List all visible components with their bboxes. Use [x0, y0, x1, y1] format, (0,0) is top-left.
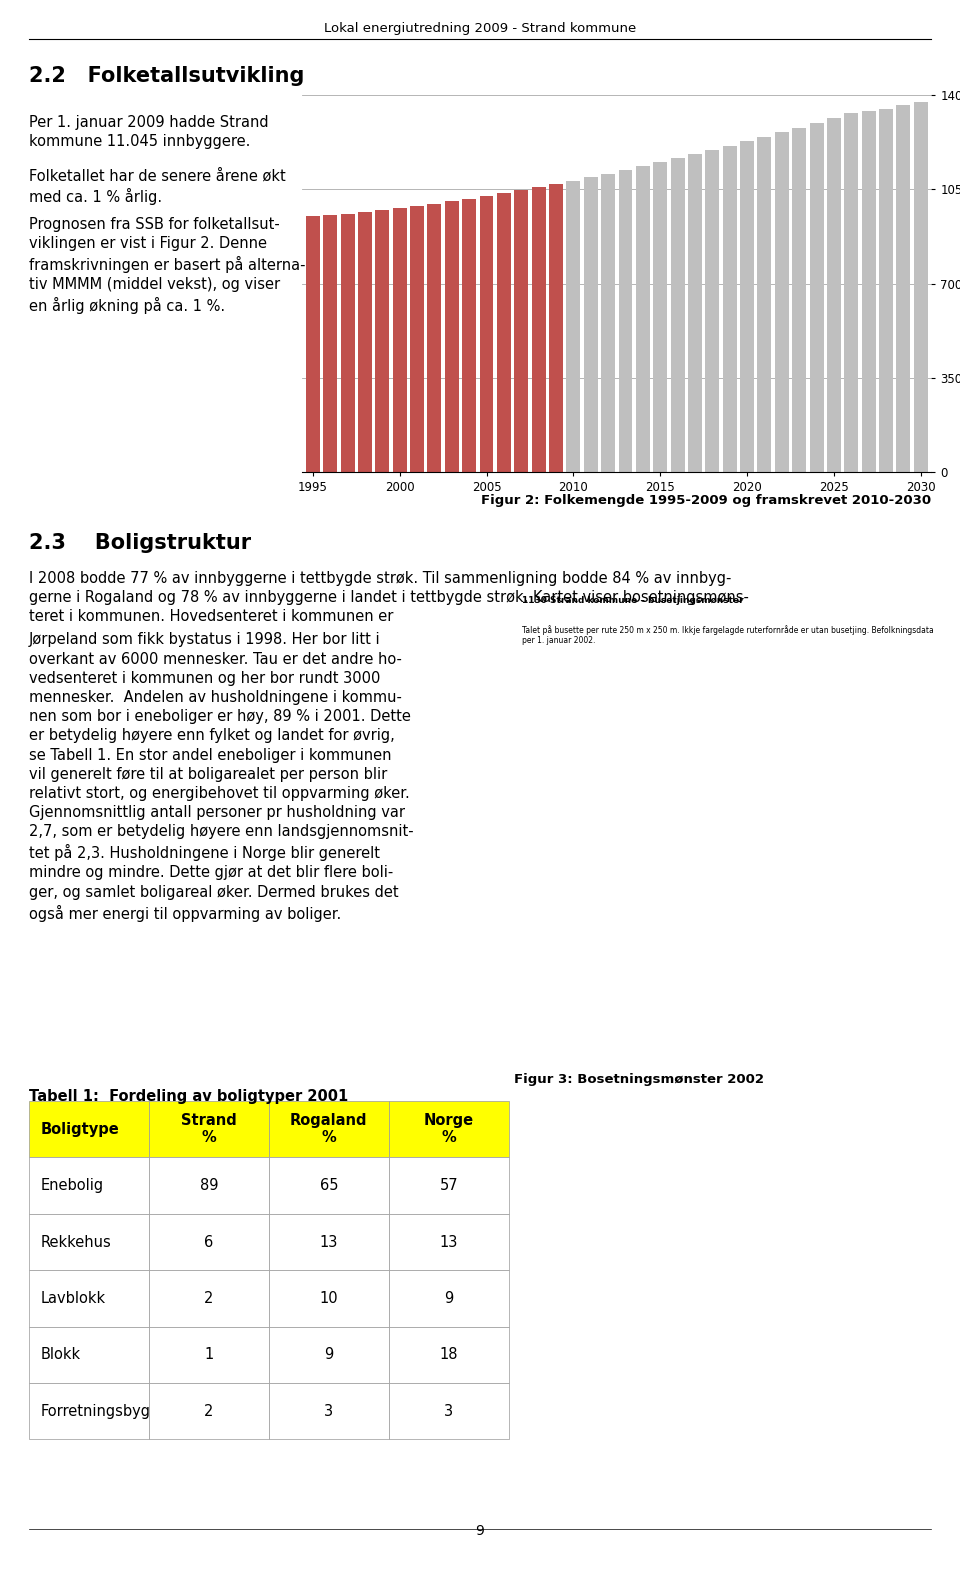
Bar [636, 167, 650, 472]
Bar [566, 181, 581, 472]
Bar [757, 137, 772, 472]
Bar [462, 200, 476, 472]
Text: Lokal energiutredning 2009 - Strand kommune: Lokal energiutredning 2009 - Strand komm… [324, 22, 636, 35]
Bar [914, 102, 927, 472]
Bar [809, 123, 824, 472]
Bar [497, 193, 511, 472]
Text: 2.3    Boligstruktur: 2.3 Boligstruktur [29, 533, 251, 554]
Bar [358, 212, 372, 472]
Bar [444, 201, 459, 472]
Bar [706, 149, 719, 472]
Bar [427, 204, 442, 472]
Text: I 2008 bodde 77 % av innbyggerne i tettbygde strøk. Til sammenligning bodde 84 %: I 2008 bodde 77 % av innbyggerne i tettb… [29, 571, 749, 624]
Text: Figur 2: Folkemengde 1995-2009 og framskrevet 2010-2030: Figur 2: Folkemengde 1995-2009 og framsk… [481, 494, 931, 507]
Bar [827, 118, 841, 472]
Bar [792, 127, 806, 472]
Bar [515, 190, 528, 472]
Bar [653, 162, 667, 472]
Bar [480, 197, 493, 472]
Bar [532, 187, 545, 472]
Bar [584, 178, 598, 472]
Text: 1130 Strand kommune – busetjingsmønster: 1130 Strand kommune – busetjingsmønster [522, 596, 744, 606]
Text: Talet på busette per rute 250 m x 250 m. Ikkje fargelagde ruterfornråde er utan : Talet på busette per rute 250 m x 250 m.… [522, 624, 934, 645]
Bar [393, 208, 407, 472]
Bar [341, 214, 354, 472]
Bar [897, 105, 910, 472]
Bar [775, 132, 789, 472]
Bar [845, 113, 858, 472]
Bar [306, 217, 320, 472]
Text: 9: 9 [475, 1524, 485, 1538]
Text: Jørpeland som fikk bystatus i 1998. Her bor litt i
overkant av 6000 mennesker. T: Jørpeland som fikk bystatus i 1998. Her … [29, 632, 414, 922]
Bar [862, 112, 876, 472]
Text: Prognosen fra SSB for folketallsut-
viklingen er vist i Figur 2. Denne
framskriv: Prognosen fra SSB for folketallsut- vikl… [29, 217, 305, 315]
Bar [879, 109, 893, 472]
Bar [375, 211, 389, 472]
Text: 2.2   Folketallsutvikling: 2.2 Folketallsutvikling [29, 66, 304, 87]
Bar [688, 154, 702, 472]
Bar [549, 184, 563, 472]
Bar [410, 206, 424, 472]
Bar [618, 170, 633, 472]
Text: Per 1. januar 2009 hadde Strand
kommune 11.045 innbyggere.: Per 1. januar 2009 hadde Strand kommune … [29, 115, 269, 149]
Bar [671, 159, 684, 472]
Bar [723, 146, 736, 472]
Text: Folketallet har de senere årene økt
med ca. 1 % årlig.: Folketallet har de senere årene økt med … [29, 168, 285, 204]
Bar [601, 173, 615, 472]
Text: Tabell 1:  Fordeling av boligtyper 2001: Tabell 1: Fordeling av boligtyper 2001 [29, 1089, 348, 1104]
Text: Figur 3: Bosetningsmønster 2002: Figur 3: Bosetningsmønster 2002 [514, 1073, 763, 1085]
Bar [740, 142, 754, 472]
Bar [324, 216, 337, 472]
